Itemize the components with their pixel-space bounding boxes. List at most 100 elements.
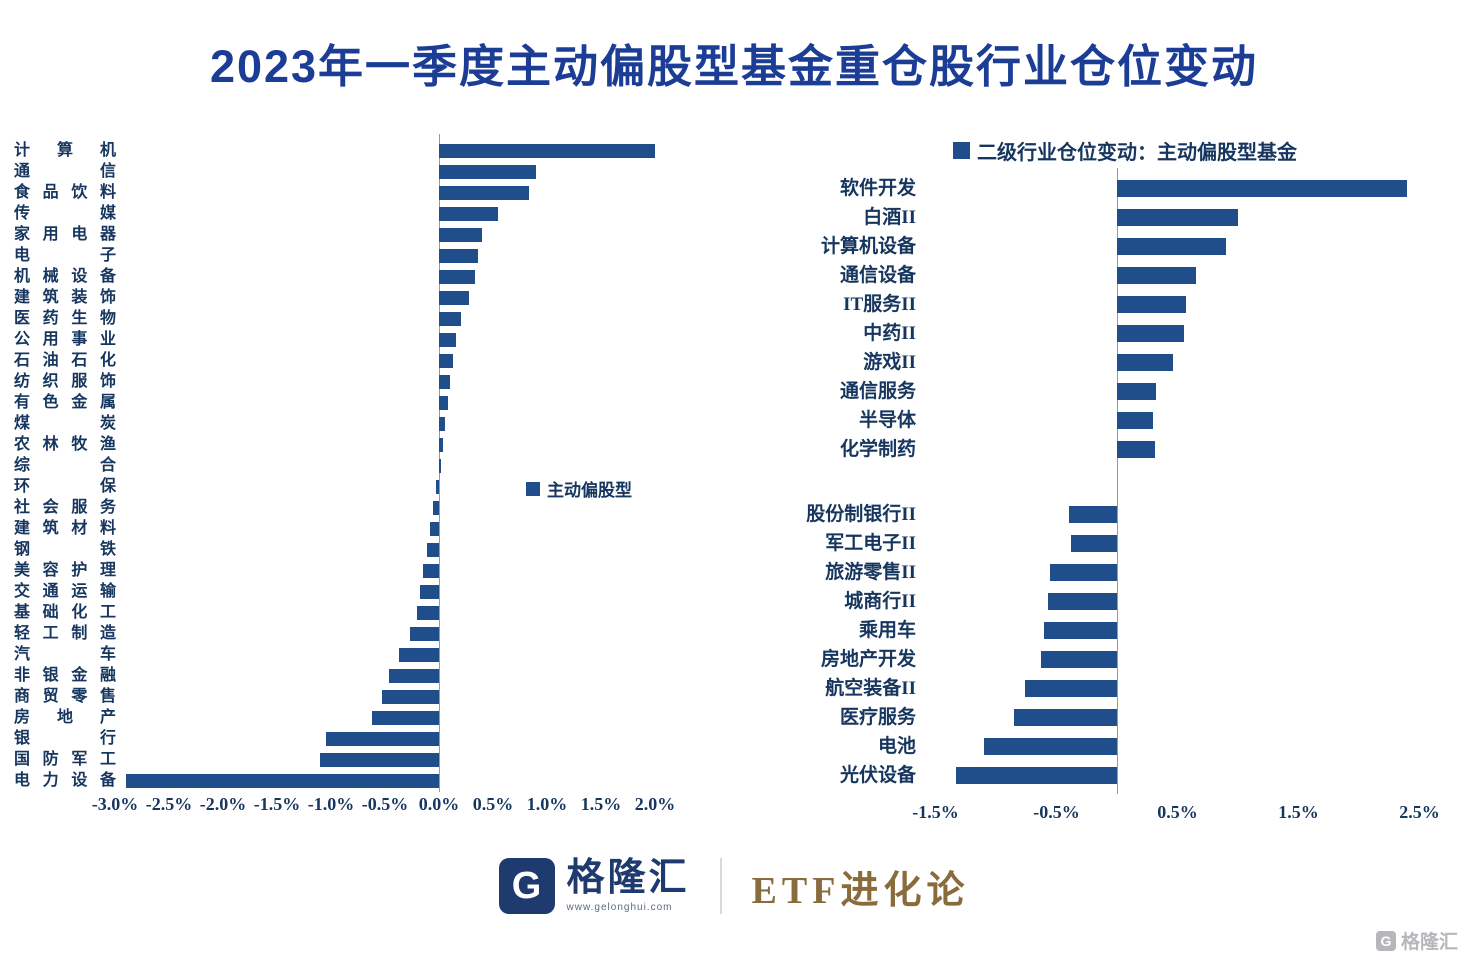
bar bbox=[1048, 593, 1117, 610]
bar bbox=[439, 311, 461, 326]
category-label: 通信 bbox=[14, 163, 116, 180]
category-label: 公用事业 bbox=[14, 331, 116, 348]
bar bbox=[439, 143, 655, 158]
category-label: 农林牧渔 bbox=[14, 436, 116, 453]
category-label: 乘用车 bbox=[858, 620, 916, 641]
bar bbox=[1117, 383, 1156, 400]
category-label: 房地产开发 bbox=[820, 649, 916, 670]
bar bbox=[423, 563, 439, 578]
category-label: 通信服务 bbox=[839, 381, 916, 402]
bar bbox=[1071, 535, 1117, 552]
category-label: 军工电子II bbox=[825, 533, 916, 554]
x-tick-label: 0.5% bbox=[1157, 802, 1198, 822]
category-label: 社会服务 bbox=[14, 499, 116, 516]
x-tick-label: -1.0% bbox=[307, 794, 355, 814]
legend: 二级行业仓位变动：主动偏股型基金 bbox=[953, 136, 1297, 165]
gelonghui-brand-block: G 格隆汇 www.gelonghui.com bbox=[498, 857, 690, 914]
legend-label: 二级行业仓位变动：主动偏股型基金 bbox=[977, 142, 1297, 164]
bar bbox=[439, 374, 450, 389]
bar bbox=[439, 395, 448, 410]
category-label: 半导体 bbox=[858, 410, 916, 431]
category-label: 建筑材料 bbox=[14, 520, 116, 537]
zero-axis-line bbox=[1117, 168, 1118, 794]
legend-swatch-icon bbox=[953, 142, 970, 159]
watermark-text: 格隆汇 bbox=[1400, 932, 1458, 953]
bar bbox=[126, 773, 439, 788]
bar bbox=[1117, 180, 1407, 197]
bar bbox=[1025, 680, 1117, 697]
page-title: 2023年一季度主动偏股型基金重仓股行业仓位变动 bbox=[209, 41, 1259, 92]
legend-label: 主动偏股型 bbox=[547, 481, 632, 500]
category-label: 纺织服饰 bbox=[14, 373, 116, 390]
category-label: IT服务II bbox=[843, 294, 916, 315]
category-label: 煤炭 bbox=[14, 415, 116, 432]
x-tick-label: -0.5% bbox=[1033, 802, 1080, 822]
bar bbox=[436, 479, 439, 494]
watermark-logo-icon: G bbox=[1375, 930, 1396, 951]
bar bbox=[1117, 267, 1196, 284]
bar bbox=[372, 710, 439, 725]
category-label: 城商行II bbox=[844, 591, 916, 612]
category-label: 医疗服务 bbox=[839, 707, 916, 728]
bar bbox=[389, 668, 439, 683]
x-tick-label: -1.5% bbox=[253, 794, 301, 814]
category-label: 计算机设备 bbox=[820, 236, 916, 257]
bar bbox=[420, 584, 439, 599]
bar bbox=[439, 227, 482, 242]
industry-position-change-bar-chart: 主动偏股型 计算机 通信 食品饮料 传媒 家用电器 电子 机械设备 建筑装饰 医药生物 公用事业石… bbox=[8, 118, 720, 830]
x-tick-label: -3.0% bbox=[91, 794, 139, 814]
gelonghui-logo-icon: G bbox=[498, 858, 555, 914]
x-tick-label: 1.5% bbox=[1278, 802, 1319, 822]
category-label: 机械设备 bbox=[14, 268, 116, 285]
category-label: 家用电器 bbox=[14, 226, 116, 243]
category-label: 电子 bbox=[14, 247, 116, 264]
bar bbox=[439, 290, 469, 305]
brand-text: 格隆汇 www.gelonghui.com bbox=[566, 857, 690, 913]
bar bbox=[1069, 506, 1117, 523]
footer: G 格隆汇 www.gelonghui.com ETF进化论 bbox=[0, 858, 1468, 914]
category-label: 白酒II bbox=[863, 207, 916, 228]
bar bbox=[320, 752, 439, 767]
bar bbox=[326, 731, 439, 746]
bar bbox=[417, 605, 439, 620]
category-label: 国防军工 bbox=[14, 751, 116, 768]
bar bbox=[439, 437, 443, 452]
category-label: 银行 bbox=[14, 730, 116, 747]
category-label: 游戏II bbox=[863, 352, 916, 373]
category-label: 传媒 bbox=[14, 205, 116, 222]
category-label: 轻工制造 bbox=[14, 625, 116, 642]
footer-divider bbox=[719, 858, 722, 914]
category-label: 旅游零售II bbox=[825, 562, 916, 583]
bar bbox=[956, 767, 1117, 784]
category-label: 环保 bbox=[14, 478, 116, 495]
bar bbox=[439, 458, 441, 473]
bar bbox=[1044, 622, 1117, 639]
bar bbox=[439, 248, 478, 263]
bar bbox=[1117, 238, 1226, 255]
x-tick-label: 1.0% bbox=[526, 794, 568, 814]
bar bbox=[1117, 296, 1186, 313]
bar bbox=[439, 353, 453, 368]
watermark: G 格隆汇 bbox=[1375, 927, 1458, 954]
bar bbox=[1117, 412, 1153, 429]
category-label: 交通运输 bbox=[14, 583, 116, 600]
bar bbox=[430, 521, 439, 536]
brand-site-url: www.gelonghui.com bbox=[566, 901, 673, 913]
category-label: 电力设备 bbox=[14, 772, 116, 789]
category-label: 钢铁 bbox=[14, 541, 116, 558]
bar bbox=[1117, 209, 1238, 226]
category-label: 中药II bbox=[863, 323, 916, 344]
category-label: 软件开发 bbox=[839, 178, 916, 199]
x-tick-label: 2.5% bbox=[1399, 802, 1440, 822]
bar bbox=[439, 332, 456, 347]
category-label: 航空装备II bbox=[825, 678, 916, 699]
x-tick-label: -1.5% bbox=[912, 802, 959, 822]
category-label: 光伏设备 bbox=[839, 765, 916, 786]
bar bbox=[439, 164, 536, 179]
bar bbox=[427, 542, 439, 557]
category-label: 房地产 bbox=[14, 709, 116, 726]
bar bbox=[1117, 441, 1155, 458]
brand-name: 格隆汇 bbox=[566, 857, 690, 900]
x-tick-label: 0.5% bbox=[472, 794, 514, 814]
